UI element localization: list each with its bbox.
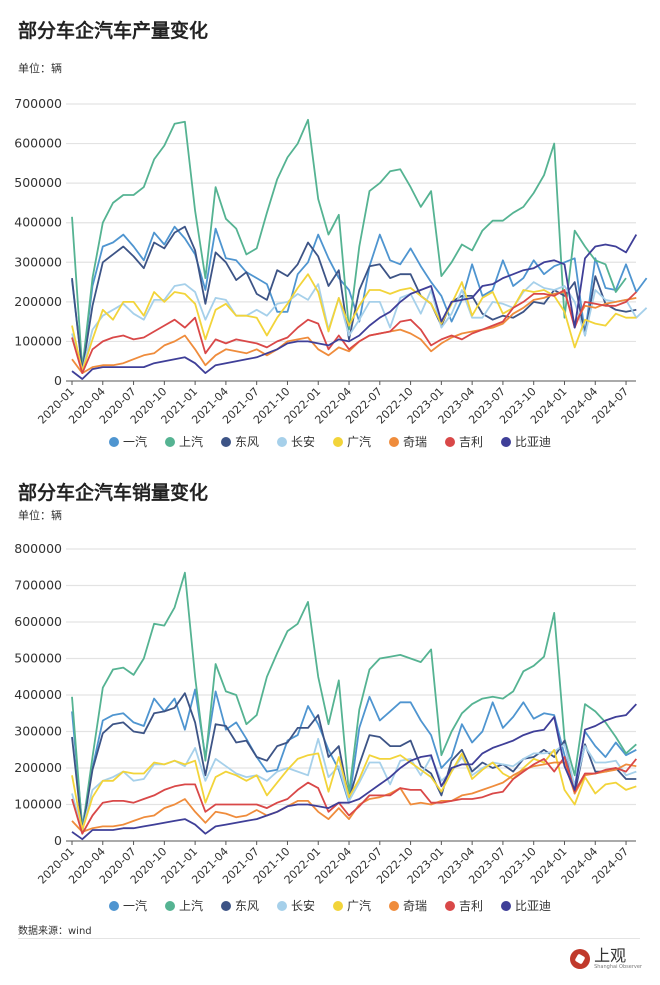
legend-dot-icon — [501, 436, 512, 447]
series-line-吉利 — [71, 289, 637, 375]
legend-dot-icon — [445, 900, 456, 911]
y-tick-label: 300000 — [14, 254, 62, 269]
legend-dot-icon — [108, 900, 119, 911]
chart-1-production: 0 100000 200000 300000 400000 500000 600000 700… — [14, 96, 648, 427]
legend-dot-icon — [389, 436, 400, 447]
y-tick-label: 600000 — [14, 614, 62, 629]
y-tick-label: 100000 — [14, 333, 62, 348]
chart-2-unit: 单位：辆 — [18, 509, 62, 522]
legend-label: 上汽 — [178, 435, 203, 449]
legend-dot-icon — [276, 436, 287, 447]
legend-dot-icon — [276, 900, 287, 911]
y-tick-label: 500000 — [14, 651, 62, 666]
legend-label: 广汽 — [347, 899, 372, 913]
legend-dot-icon — [333, 900, 343, 911]
legend-dot-icon — [220, 900, 231, 911]
legend-item[interactable]: 吉利 — [445, 433, 483, 450]
y-tick-label: 700000 — [14, 578, 62, 593]
y-tick-label: 400000 — [14, 215, 62, 230]
legend-item[interactable]: 一汽 — [108, 897, 147, 914]
logo-subtitle: Shanghai Observer — [594, 964, 642, 970]
legend-item[interactable]: 上汽 — [164, 433, 203, 450]
legend-item[interactable]: 一汽 — [108, 433, 147, 450]
legend-item[interactable]: 东风 — [220, 897, 259, 914]
series-line-一汽 — [71, 225, 648, 371]
y-tick-label: 400000 — [14, 687, 62, 702]
legend-label: 长安 — [290, 435, 315, 449]
series-line-上汽 — [71, 118, 627, 371]
legend-label: 一汽 — [122, 899, 147, 913]
series-line-一汽 — [71, 688, 637, 828]
legend-label: 吉利 — [459, 899, 484, 913]
series-line-广汽 — [71, 748, 637, 831]
legend-item[interactable]: 长安 — [276, 897, 315, 914]
logo-icon — [570, 949, 591, 969]
series-line-比亚迪 — [71, 234, 638, 380]
legend-item[interactable]: 比亚迪 — [501, 433, 551, 450]
y-tick-label: 0 — [54, 373, 62, 388]
legend-dot-icon — [164, 436, 175, 447]
y-tick-label: 700000 — [14, 96, 62, 111]
y-tick-label: 0 — [54, 833, 62, 848]
logo: 上观 Shanghai Observer — [570, 948, 642, 970]
legend-dot-icon — [445, 436, 456, 447]
legend-label: 东风 — [234, 435, 259, 449]
legend-label: 上汽 — [178, 899, 203, 913]
series-line-长安 — [71, 281, 648, 373]
legend-dot-icon — [501, 900, 512, 911]
logo-text: 上观 — [594, 946, 627, 965]
y-tick-label: 600000 — [14, 136, 62, 151]
legend-label: 长安 — [290, 899, 315, 913]
y-tick-label: 200000 — [14, 294, 62, 309]
chart-2-legend: 一汽 上汽 东风 长安 广汽 奇瑞 吉利 比亚迪 — [0, 897, 660, 914]
legend-label: 东风 — [234, 899, 259, 913]
legend-dot-icon — [108, 436, 119, 447]
y-tick-label: 500000 — [14, 175, 62, 190]
chart-2-sales: 0 100000 200000 300000 400000 500000 600000 700… — [14, 541, 637, 887]
legend-item[interactable]: 奇瑞 — [389, 897, 427, 914]
chart-1-unit: 单位：辆 — [18, 62, 62, 75]
legend-item[interactable]: 奇瑞 — [389, 433, 427, 450]
series-line-吉利 — [71, 756, 637, 835]
legend-item[interactable]: 上汽 — [164, 897, 203, 914]
divider — [18, 938, 640, 939]
legend-item[interactable]: 长安 — [276, 433, 315, 450]
series-line-上汽 — [71, 571, 637, 831]
series-line-奇瑞 — [71, 761, 637, 833]
chart-2-title: 部分车企汽车销量变化 — [18, 482, 209, 504]
data-source: 数据来源：wind — [18, 926, 92, 937]
y-tick-label: 200000 — [14, 760, 62, 775]
legend-dot-icon — [333, 436, 343, 447]
legend-label: 奇瑞 — [403, 435, 428, 449]
legend-label: 广汽 — [347, 435, 372, 449]
legend-label: 比亚迪 — [515, 899, 552, 913]
legend-label: 吉利 — [459, 435, 484, 449]
legend-item[interactable]: 东风 — [220, 433, 259, 450]
y-tick-label: 100000 — [14, 797, 62, 812]
series-line-广汽 — [71, 273, 637, 373]
legend-dot-icon — [164, 900, 175, 911]
legend-item[interactable]: 广汽 — [333, 433, 371, 450]
legend-item[interactable]: 吉利 — [445, 897, 483, 914]
chart-1-legend: 一汽 上汽 东风 长安 广汽 奇瑞 吉利 比亚迪 — [0, 433, 660, 450]
y-tick-label: 800000 — [14, 541, 62, 556]
legend-item[interactable]: 广汽 — [333, 897, 371, 914]
legend-item[interactable]: 比亚迪 — [501, 897, 551, 914]
chart-1-title: 部分车企汽车产量变化 — [18, 20, 209, 42]
legend-label: 一汽 — [122, 435, 147, 449]
legend-label: 奇瑞 — [403, 899, 428, 913]
series-line-东风 — [71, 692, 637, 833]
series-line-比亚迪 — [71, 703, 637, 841]
legend-dot-icon — [220, 436, 231, 447]
legend-dot-icon — [389, 900, 400, 911]
y-tick-label: 300000 — [14, 724, 62, 739]
legend-label: 比亚迪 — [515, 435, 552, 449]
